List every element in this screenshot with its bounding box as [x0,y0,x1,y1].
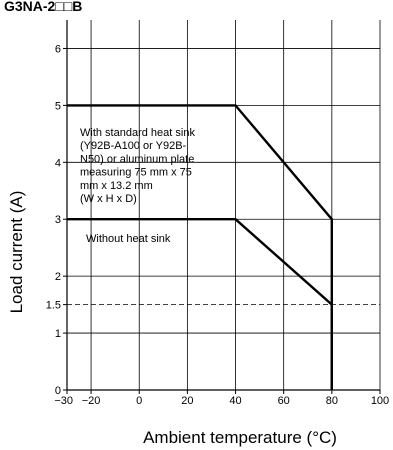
y-tick-label: 3 [55,214,61,226]
x-tick-label: 60 [278,395,290,407]
y-tick-label: 1.5 [46,300,61,312]
y-tick-label: 1 [55,328,61,340]
x-tick-label: 80 [326,395,338,407]
y-tick-label: 6 [55,43,61,55]
x-tick-label: 0 [136,395,142,407]
annotation-text: With standard heat sink [80,127,195,139]
x-tick-label: 40 [229,395,241,407]
y-tick-label: 2 [55,271,61,283]
annotation-text: N50) or aluminum plate [80,153,194,165]
grid [67,20,380,390]
annotation-text: Without heat sink [86,233,171,245]
annotations: With standard heat sink(Y92B-A100 or Y92… [80,127,195,245]
annotation-text: mm x 13.2 mm [80,180,153,192]
x-tick-label: −20 [82,395,101,407]
y-tick-label: 5 [55,100,61,112]
x-tick-label: 100 [371,395,389,407]
annotation-text: (W x H x D) [80,193,137,205]
chart-header: G3NA-2□□B [4,0,82,14]
x-axis-title: Ambient temperature (°C) [143,428,337,447]
axes [67,20,380,390]
y-tick-label: 4 [55,157,61,169]
annotation-text: measuring 75 mm x 75 [80,167,192,179]
x-tick-label: −30 [54,395,73,407]
annotation-text: (Y92B-A100 or Y92B- [80,140,187,152]
x-tick-label: 20 [181,395,193,407]
y-axis-title: Load current (A) [7,191,26,314]
